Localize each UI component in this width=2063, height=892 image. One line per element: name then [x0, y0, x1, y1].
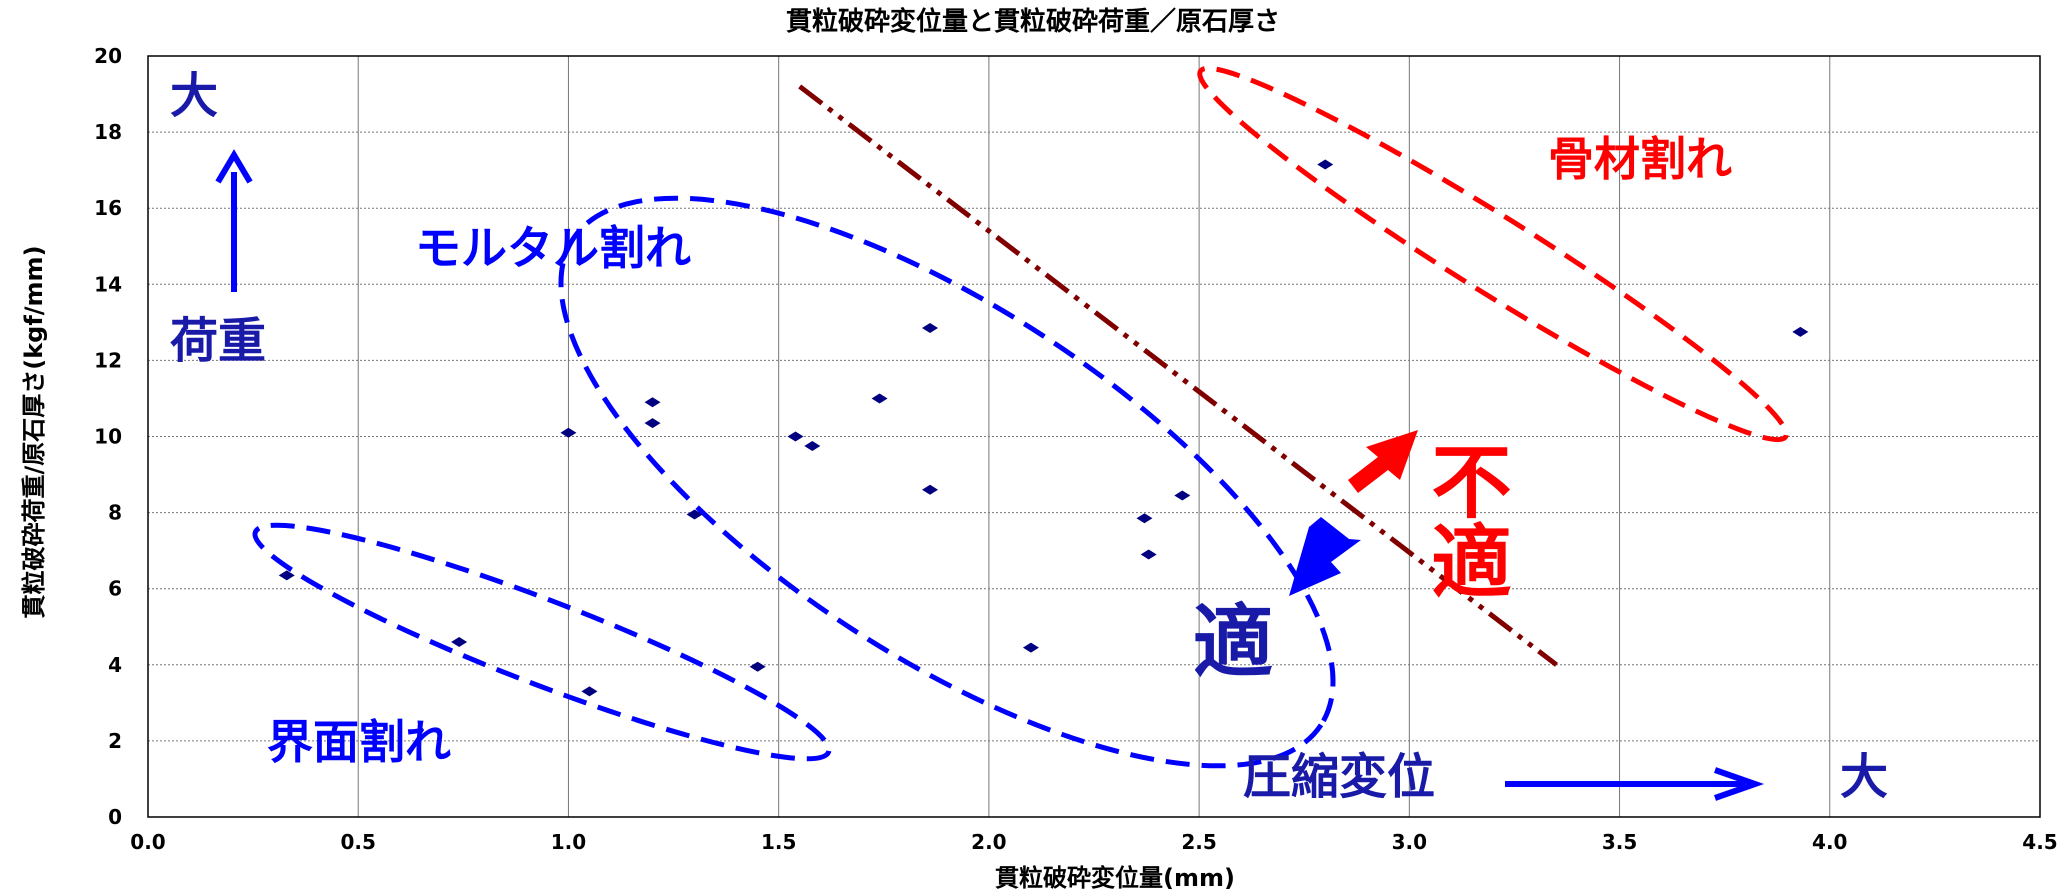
x-tick-label: 4.0: [1812, 830, 1847, 854]
x-tick-label: 1.0: [551, 830, 586, 854]
x-tick-label: 2.5: [1181, 830, 1216, 854]
data-point: [749, 661, 766, 672]
interface-crack-label: 界面割れ: [267, 715, 451, 769]
large-load-label: 大: [170, 68, 218, 124]
data-point: [922, 484, 939, 495]
y-tick-label: 8: [108, 501, 122, 525]
data-point: [278, 570, 295, 581]
y-tick-label: 0: [108, 805, 122, 829]
mortar-crack-label: モルタル割れ: [415, 221, 691, 275]
data-point: [1792, 326, 1809, 337]
x-tick-label: 0.0: [130, 830, 165, 854]
compression-displacement-label: 圧縮変位: [1243, 749, 1435, 805]
grid: [148, 56, 2040, 817]
data-point: [644, 418, 661, 429]
data-point: [1136, 513, 1153, 524]
data-point: [644, 397, 661, 408]
data-point: [581, 686, 598, 697]
x-tick-label: 1.5: [761, 830, 796, 854]
down-left-blue-arrow-icon: [1289, 517, 1361, 596]
y-tick-label: 2: [108, 729, 122, 753]
interface-crack-region: [252, 522, 832, 762]
x-tick-label: 3.5: [1602, 830, 1637, 854]
y-axis-ticks: 0 2 4 6 8 10 12 14 16 18 20: [94, 44, 122, 829]
y-tick-label: 20: [94, 44, 122, 68]
x-axis-ticks: 0.0 0.5 1.0 1.5 2.0 2.5 3.0 3.5 4.0 4.5: [130, 830, 2057, 854]
right-arrow-icon: [1505, 767, 1765, 801]
up-right-red-arrow-icon: [1348, 430, 1418, 493]
y-tick-label: 14: [94, 272, 122, 296]
x-tick-label: 3.0: [1392, 830, 1427, 854]
boundary-line: [798, 84, 1559, 667]
load-label: 荷重: [170, 313, 266, 369]
data-points: [278, 159, 1809, 697]
y-tick-label: 4: [108, 653, 122, 677]
plot-frame: [147, 55, 2041, 818]
y-tick-label: 16: [94, 196, 122, 220]
x-tick-label: 0.5: [341, 830, 376, 854]
data-point: [871, 393, 888, 404]
data-point: [560, 427, 577, 438]
data-point: [1022, 642, 1039, 653]
y-tick-label: 18: [94, 120, 122, 144]
data-point: [686, 509, 703, 520]
data-point: [1140, 549, 1157, 560]
y-axis-label: 貫粒破砕荷重/原石厚さ(kgf/mm): [20, 245, 48, 618]
x-axis-label: 貫粒破砕変位量(mm): [995, 864, 1235, 892]
data-point: [451, 636, 468, 647]
data-point: [804, 441, 821, 452]
data-point: [787, 431, 804, 442]
unsuitable-label: 不適: [1419, 440, 1512, 600]
y-tick-label: 12: [94, 348, 122, 372]
y-tick-label: 10: [94, 425, 122, 449]
data-point: [1174, 490, 1191, 501]
data-point: [922, 323, 939, 334]
aggregate-crack-label: 骨材割れ: [1548, 132, 1732, 186]
up-arrow-icon: [215, 149, 253, 292]
aggregate-crack-region: [1197, 65, 1789, 443]
data-point: [1317, 159, 1334, 170]
y-tick-label: 6: [108, 577, 122, 601]
suitable-label: 適: [1193, 596, 1273, 689]
x-tick-label: 2.0: [971, 830, 1006, 854]
chart-title: 貫粒破砕変位量と貫粒破砕荷重／原石厚さ: [786, 6, 1280, 37]
large-displacement-label: 大: [1840, 749, 1888, 805]
x-tick-label: 4.5: [2022, 830, 2057, 854]
